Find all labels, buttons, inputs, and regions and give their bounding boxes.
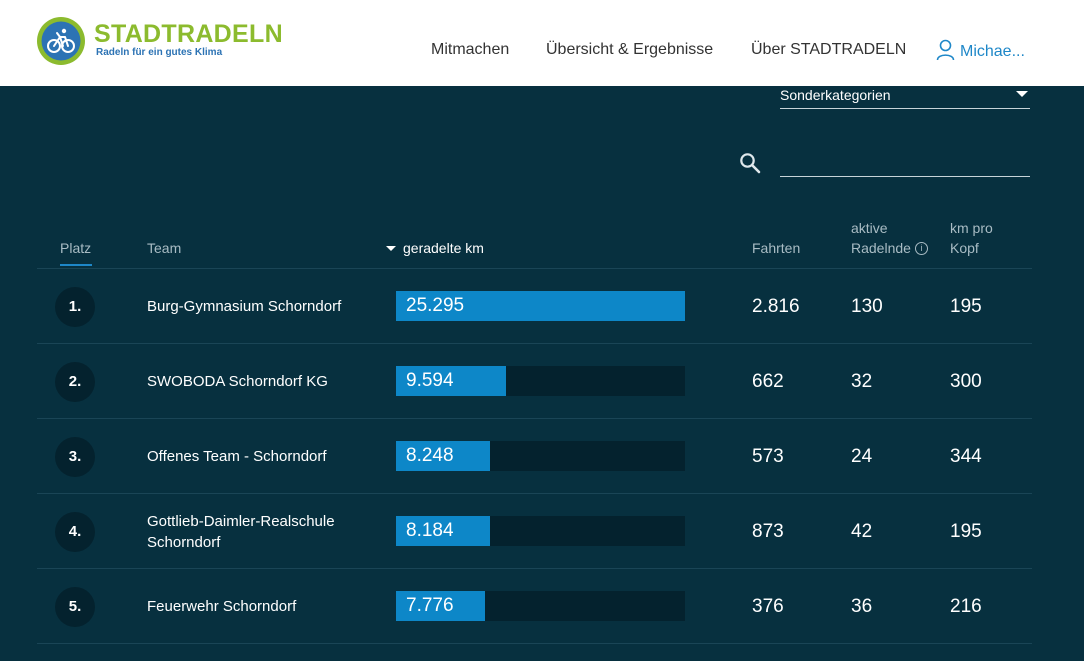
km-bar-fill [396,516,490,546]
km-bar-fill [396,366,506,396]
team-name[interactable]: SWOBODA Schorndorf KG [147,344,367,419]
aktive-value: 130 [851,296,883,317]
km-value: 8.184 [406,520,454,541]
team-name-label: Offenes Team - Schorndorf [147,448,327,465]
column-header-kopf-line1: km pro [950,220,993,236]
nav-uebersicht-ergebnisse[interactable]: Übersicht & Ergebnisse [546,41,714,58]
fahrten-value: 376 [752,596,784,617]
column-header-aktive-line2: Radelnde [851,240,911,256]
stadtradeln-logo-icon[interactable] [36,16,86,66]
team-name-label: Feuerwehr Schorndorf [147,598,297,615]
column-header-km-label: geradelte km [403,240,484,256]
fahrten-value: 573 [752,446,784,467]
km-bar-track: 25.295 [396,291,685,321]
team-name[interactable]: Feuerwehr Schorndorf [147,569,367,644]
km-bar-track: 9.594 [396,366,685,396]
km-value: 7.776 [406,595,454,616]
sort-active-indicator [60,264,92,266]
user-name: Michae... [960,43,1025,60]
rank-badge: 3. [55,437,95,477]
column-header-fahrten[interactable]: Fahrten [752,240,801,256]
rank-badge: 1. [55,287,95,327]
km-pro-kopf-value: 216 [950,596,982,617]
km-pro-kopf-value: 195 [950,296,982,317]
rank-badge: 4. [55,512,95,552]
brand-name[interactable]: STADTRADELN [94,20,283,48]
search-icon[interactable] [739,152,761,174]
site-header: STADTRADELN Radeln für ein gutes Klima M… [0,0,1084,86]
aktive-value: 24 [851,446,873,467]
category-select-value: Sonderkategorien [780,87,891,103]
chevron-down-icon [1016,91,1028,97]
column-header-team[interactable]: Team [147,240,182,256]
brand-tagline: Radeln für ein gutes Klima [96,47,223,58]
sort-descending-icon [386,245,396,251]
team-name[interactable]: Offenes Team - Schorndorf [147,419,367,494]
table-row[interactable]: 5. Feuerwehr Schorndorf 7.776 376 36 216 [37,569,1032,644]
column-header-platz[interactable]: Platz [60,240,92,256]
column-header-km[interactable]: geradelte km [386,238,484,258]
fahrten-value: 2.816 [752,296,800,317]
row-divider [37,343,1032,344]
header-divider [37,268,1032,269]
km-value: 25.295 [406,295,465,316]
row-divider [37,493,1032,494]
table-row[interactable]: 1. Burg-Gymnasium Schorndorf 25.295 2.816 13… [37,269,1032,344]
table-row[interactable]: 2. SWOBODA Schorndorf KG 9.594 662 32 300 [37,344,1032,419]
km-pro-kopf-value: 195 [950,521,982,542]
aktive-value: 42 [851,521,873,542]
fahrten-value: 873 [752,521,784,542]
nav-ueber-stadtradeln[interactable]: Über STADTRADELN [751,41,907,58]
km-bar-fill [396,291,685,321]
rank-badge: 2. [55,362,95,402]
category-select[interactable]: Sonderkategorien [780,86,1030,109]
row-divider [37,643,1032,644]
km-pro-kopf-value: 300 [950,371,982,392]
nav-mitmachen[interactable]: Mitmachen [431,41,510,58]
column-header-aktive[interactable]: aktive Radelnde i [851,218,928,258]
aktive-value: 32 [851,371,873,392]
search-input[interactable] [780,150,1030,177]
column-header-aktive-line1: aktive [851,220,888,236]
column-header-kopf-line2: Kopf [950,240,979,256]
row-divider [37,418,1032,419]
info-icon[interactable]: i [914,241,928,255]
fahrten-value: 662 [752,371,784,392]
team-name[interactable]: Gottlieb-Daimler-Realschule Schorndorf [147,494,367,569]
km-bar-track: 8.184 [396,516,685,546]
table-row[interactable]: 4. Gottlieb-Daimler-Realschule Schorndorf… [37,494,1032,569]
km-pro-kopf-value: 344 [950,446,982,467]
km-bar-track: 7.776 [396,591,685,621]
team-name-label: Gottlieb-Daimler-Realschule Schorndorf [147,512,335,551]
km-bar-track: 8.248 [396,441,685,471]
rank-badge: 5. [55,587,95,627]
aktive-value: 36 [851,596,873,617]
table-row[interactable]: 3. Offenes Team - Schorndorf 8.248 573 24 344 [37,419,1032,494]
km-bar-fill [396,441,490,471]
team-name-label: SWOBODA Schorndorf KG [147,373,328,390]
user-icon [936,39,955,61]
row-divider [37,568,1032,569]
km-value: 9.594 [406,370,454,391]
column-header-km-pro-kopf[interactable]: km pro Kopf [950,218,993,258]
team-name[interactable]: Burg-Gymnasium Schorndorf [147,269,367,344]
km-bar-fill [396,591,485,621]
team-name-label: Burg-Gymnasium Schorndorf [147,298,342,315]
km-value: 8.248 [406,445,454,466]
user-menu[interactable]: Michae... [936,35,1025,61]
